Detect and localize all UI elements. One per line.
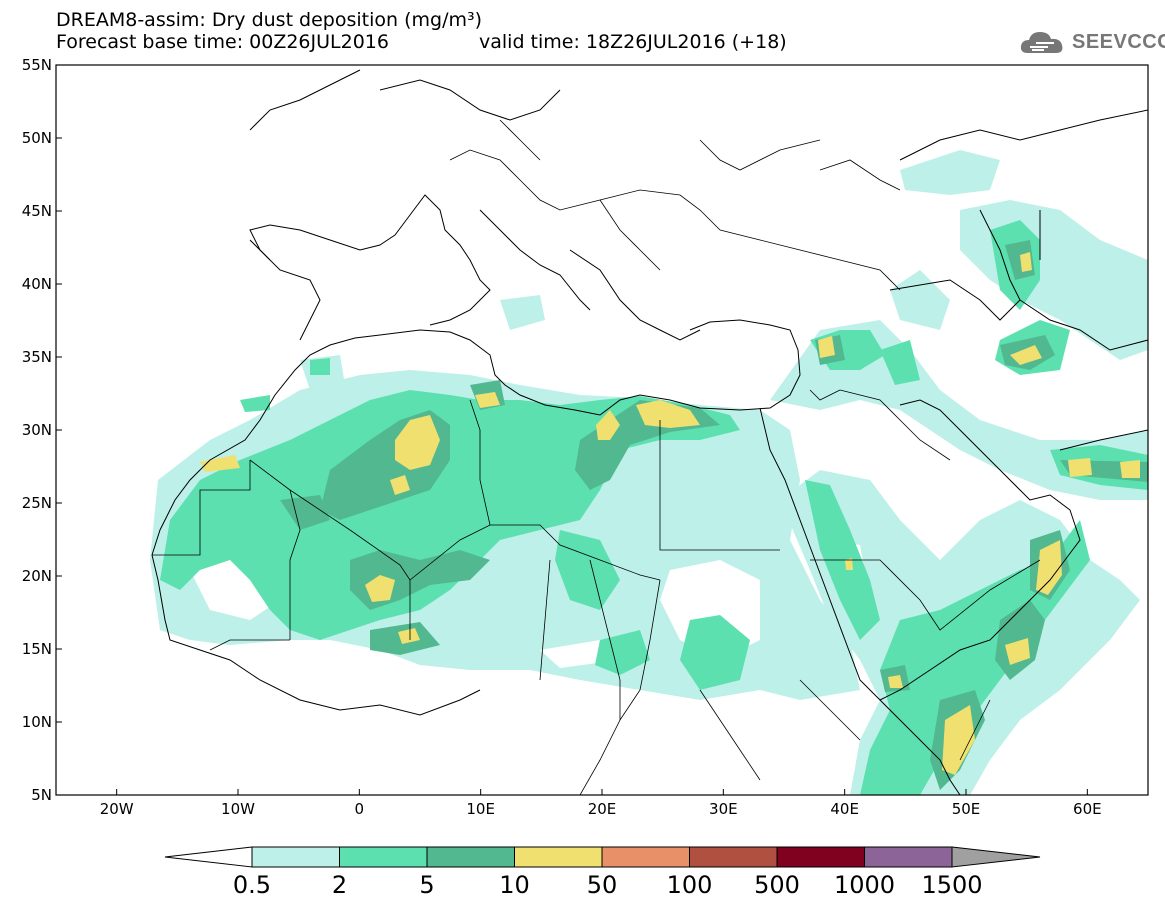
lat-tick-label: 40N (22, 275, 52, 293)
borders (152, 119, 1041, 795)
forecast-base-time: Forecast base time: 00Z26JUL2016 (56, 31, 389, 53)
colorbar-box (251, 846, 340, 868)
colorbar-label: 1000 (834, 871, 895, 899)
colorbar-label: 2 (332, 871, 347, 899)
lat-tick-label: 30N (22, 421, 52, 439)
lon-tick-label: 20W (100, 800, 134, 818)
lat-tick-label: 10N (22, 713, 52, 731)
colorbar-label: 500 (754, 871, 800, 899)
lon-tick-label: 10W (221, 800, 255, 818)
lon-tick-label: 0 (355, 800, 365, 818)
latitude-axis: 55N 50N 45N 40N 35N 30N 25N 20N 15N 10N 5N (22, 56, 62, 804)
lat-tick-label: 50N (22, 129, 52, 147)
colorbar-label: 1500 (921, 871, 982, 899)
colorbar-labels: 0.5 2 5 10 50 100 500 1000 1500 (233, 871, 983, 899)
lat-tick-label: 20N (22, 567, 52, 585)
lon-tick-label: 30E (709, 800, 738, 818)
lat-tick-label: 55N (22, 56, 52, 74)
map-title: DREAM8-assim: Dry dust deposition (mg/m³… (56, 9, 483, 31)
colorbar-box (426, 846, 515, 868)
coastlines (151, 69, 1148, 795)
colorbar-label: 50 (587, 871, 618, 899)
lon-tick-label: 10E (466, 800, 495, 818)
colorbar-box (514, 846, 603, 868)
lat-tick-label: 25N (22, 494, 52, 512)
cloud-logo-icon (1020, 32, 1063, 53)
colorbar-box (864, 846, 953, 868)
lon-tick-label: 20E (588, 800, 617, 818)
colorbar-low-triangle (164, 846, 253, 868)
colorbar-label: 100 (667, 871, 713, 899)
colorbar-box (776, 846, 865, 868)
dust-map: 20W 10W 0 10E 20E 30E 40E 50E 60E 55N 50N 45N 40N 35… (22, 56, 1149, 818)
colorbar-label: 5 (419, 871, 434, 899)
colorbar-label: 0.5 (233, 871, 271, 899)
valid-time: valid time: 18Z26JUL2016 (+18) (479, 31, 787, 53)
logo-text: SEEVCCC (1072, 30, 1165, 53)
lat-tick-label: 45N (22, 202, 52, 220)
lat-tick-label: 5N (31, 786, 52, 804)
lon-tick-label: 60E (1073, 800, 1102, 818)
lat-tick-label: 35N (22, 348, 52, 366)
colorbar-box (689, 846, 778, 868)
lon-tick-label: 40E (830, 800, 859, 818)
colorbar-box (339, 846, 428, 868)
lon-tick-label: 50E (952, 800, 981, 818)
colorbar-label: 10 (499, 871, 530, 899)
dust-field (150, 150, 1148, 795)
colorbar-box (601, 846, 690, 868)
seevccc-logo: SEEVCCC (1018, 27, 1165, 57)
dust-level-10 (200, 252, 1140, 775)
lat-tick-label: 15N (22, 640, 52, 658)
longitude-axis: 20W 10W 0 10E 20E 30E 40E 50E 60E (100, 789, 1102, 818)
colorbar-boxes (164, 846, 1041, 868)
colorbar-high-triangle (951, 846, 1041, 868)
